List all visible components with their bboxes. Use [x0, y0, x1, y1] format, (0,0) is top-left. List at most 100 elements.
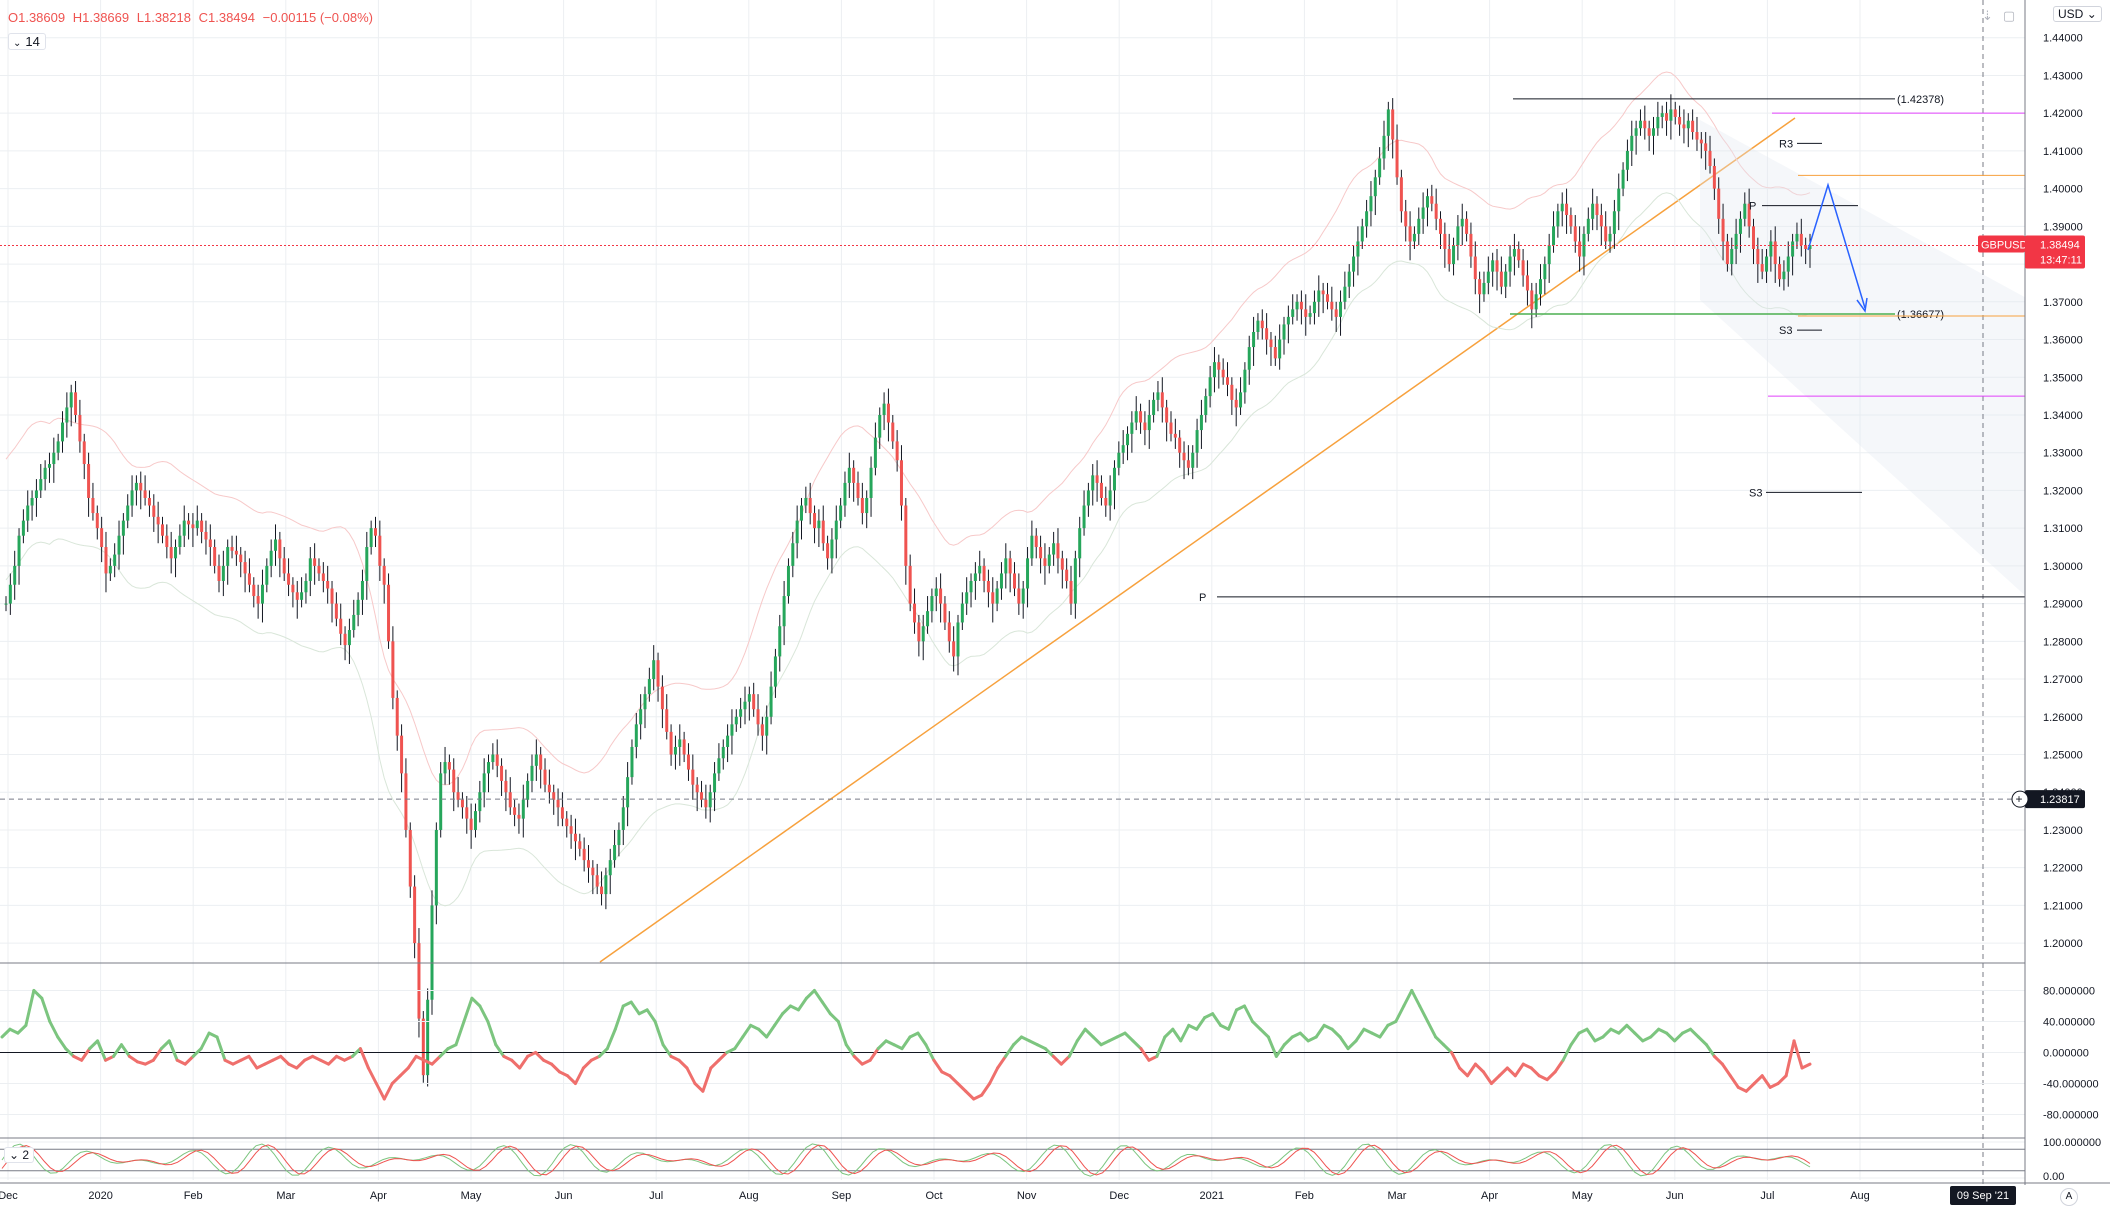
legend-close: C1.38494: [198, 10, 255, 25]
candle-body: [187, 520, 191, 525]
osc-segment: [1227, 1008, 1239, 1031]
candle-body: [1443, 233, 1447, 249]
candle-body: [1382, 135, 1386, 159]
stoch-indicator-toggle[interactable]: ⌄ 2: [4, 1147, 35, 1163]
candle-body: [1730, 248, 1734, 265]
osc-segment: [1585, 1027, 1597, 1043]
candle-body: [1456, 226, 1460, 246]
candle-body: [708, 792, 712, 808]
candle-body: [1756, 248, 1760, 265]
candle-body: [1721, 218, 1725, 242]
osc-segment: [1394, 1004, 1406, 1023]
candle-body: [930, 596, 934, 612]
osc-segment: [1330, 1027, 1342, 1039]
currency-selector[interactable]: USD ⌄: [2053, 6, 2102, 22]
candle-body: [147, 497, 151, 506]
candle-body: [1221, 369, 1225, 378]
candle-body: [208, 539, 212, 548]
candle-body: [1604, 226, 1608, 242]
price-tick-label: 1.41000: [2043, 146, 2083, 158]
candle-body: [352, 614, 356, 631]
candle-body: [452, 769, 456, 793]
price-tick-label: 1.25000: [2043, 750, 2083, 762]
swing-high-label: (1.42378): [1897, 94, 1944, 106]
price-tick-label: 1.28000: [2043, 636, 2083, 648]
candle-body: [74, 392, 78, 415]
time-axis[interactable]: Dec 2020 Feb Mar Apr May Jun Jul Aug Sep Oct Nov Dec…: [0, 1182, 2110, 1205]
osc-segment: [1083, 1027, 1095, 1039]
candle-body: [313, 558, 317, 566]
candle-body: [491, 754, 495, 763]
candle-body: [330, 588, 334, 604]
osc-segment: [550, 1062, 562, 1074]
candle-body: [1165, 407, 1169, 423]
price-tick-label: 1.40000: [2043, 184, 2083, 196]
candle-body: [1738, 218, 1742, 234]
indicator-toggle[interactable]: ⌄ 14: [8, 33, 46, 50]
candle-body: [239, 554, 243, 563]
candle-body: [817, 520, 821, 529]
crosshair-date-tag: [1950, 1186, 2016, 1205]
candle-body: [513, 807, 517, 815]
osc-segment: [1123, 1031, 1135, 1043]
osc-segment: [1665, 1031, 1677, 1043]
candle-body: [1552, 226, 1556, 246]
candle-body: [908, 565, 912, 604]
candle-body: [1073, 558, 1077, 604]
candle-body: [1804, 245, 1808, 249]
osc-segment: [127, 1054, 139, 1064]
candle-body: [1538, 279, 1542, 295]
candle-body: [1134, 411, 1138, 423]
candle-body: [487, 762, 491, 774]
candle-body: [308, 558, 312, 581]
candle-body: [1699, 139, 1703, 144]
price-axis[interactable]: 1.44000 1.43000 1.42000 1.41000 1.40000 1.390…: [1978, 0, 2110, 1185]
candle-body: [913, 603, 917, 623]
stoch-tick-label: 100.000000: [2043, 1137, 2101, 1149]
candle-body: [608, 860, 612, 876]
candle-body: [430, 905, 434, 1000]
osc-segment: [773, 1012, 785, 1027]
osc-segment: [1426, 1020, 1438, 1039]
osc-tick-label: -40.000000: [2043, 1079, 2099, 1091]
candle-body: [1769, 241, 1773, 257]
auto-scale-button[interactable]: A: [2060, 1188, 2078, 1206]
time-tick-label: Oct: [925, 1190, 942, 1202]
osc-segment: [1243, 1004, 1254, 1023]
candle-body: [939, 588, 943, 604]
fullscreen-icon[interactable]: ▢: [2002, 8, 2016, 23]
osc-segment: [581, 1058, 593, 1070]
swing-low-label: (1.36677): [1897, 309, 1944, 321]
candle-body: [1034, 535, 1038, 548]
candle-body: [1039, 547, 1043, 559]
candle-body: [1421, 207, 1425, 219]
candle-body: [39, 479, 43, 491]
osc-segment: [1744, 1082, 1756, 1093]
price-tick-label: 1.43000: [2043, 70, 2083, 82]
osc-segment: [1171, 1027, 1183, 1043]
osc-segment: [1195, 1016, 1207, 1031]
candle-body: [1334, 309, 1338, 317]
candle-body: [61, 422, 65, 442]
pivot-short-label: P: [1749, 201, 1756, 213]
candle-body: [1773, 241, 1777, 265]
candle-body: [1638, 120, 1642, 129]
osc-segment: [1004, 1043, 1016, 1058]
candle-body: [143, 490, 147, 498]
osc-segment: [565, 1074, 577, 1085]
candle-body: [582, 848, 586, 861]
candle-body: [508, 792, 512, 808]
candle-body: [726, 735, 730, 747]
price-tick-label: 1.33000: [2043, 448, 2083, 460]
osc-segment: [295, 1058, 307, 1070]
osc-segment: [1776, 1074, 1788, 1085]
download-icon[interactable]: ⇣: [1982, 8, 1993, 23]
candle-body: [1308, 313, 1312, 317]
candle-body: [621, 807, 625, 830]
candle-body: [521, 799, 525, 819]
time-tick-label: May: [1572, 1190, 1593, 1202]
osc-segment: [48, 1020, 60, 1039]
candle-body: [1543, 264, 1547, 280]
candle-body: [1434, 203, 1438, 219]
